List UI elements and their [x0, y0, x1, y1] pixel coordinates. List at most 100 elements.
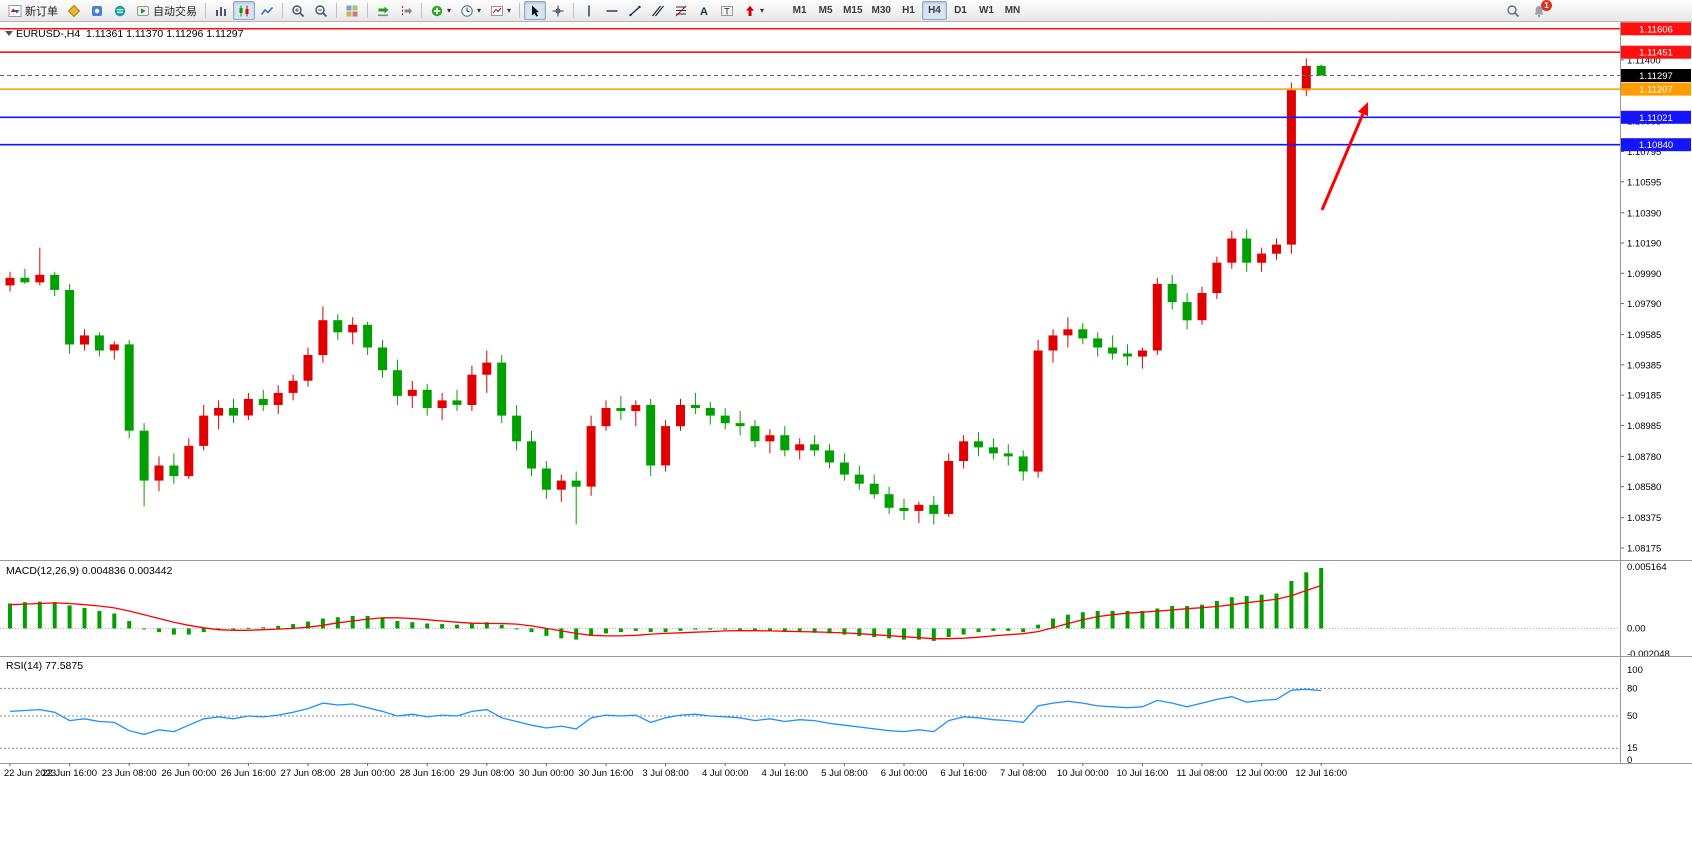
navigator-button[interactable]	[86, 1, 108, 20]
timeframe-button-m15[interactable]: M15	[839, 1, 866, 20]
fibonacci-button[interactable]	[670, 1, 692, 20]
chart-info-line: EURUSD-,H4 1.11361 1.11370 1.11296 1.112…	[16, 28, 244, 40]
auto-trading-button[interactable]: 自动交易	[132, 1, 201, 20]
timeframe-button-h4[interactable]: H4	[921, 1, 947, 20]
level-line-1.11606[interactable]: 1.11606	[0, 22, 1691, 36]
rsi-info-line: RSI(14) 77.5875	[6, 660, 84, 672]
arrows-button[interactable]: ▾	[739, 1, 768, 20]
templates-icon	[491, 5, 504, 16]
bar-chart-button[interactable]	[210, 1, 232, 20]
arrow-object-icon	[746, 5, 755, 16]
timeframe-button-mn[interactable]: MN	[1000, 1, 1025, 20]
svg-text:1.11021: 1.11021	[1639, 113, 1673, 124]
timeframe-button-m30[interactable]: M30	[868, 1, 895, 20]
toolbar-separator	[282, 3, 283, 18]
horizontal-line-button[interactable]	[601, 1, 623, 20]
candles-layer	[5, 58, 1326, 525]
svg-text:1.08175: 1.08175	[1627, 543, 1661, 554]
cursor-button[interactable]	[524, 1, 547, 20]
arrow-annotation[interactable]	[1320, 102, 1368, 211]
svg-text:1.11606: 1.11606	[1639, 24, 1673, 35]
level-line-1.11021[interactable]: 1.11021	[0, 110, 1691, 124]
market-watch-button[interactable]	[63, 1, 85, 20]
svg-text:10 Jul 16:00: 10 Jul 16:00	[1117, 768, 1169, 779]
timeframe-button-w1[interactable]: W1	[974, 1, 999, 20]
timeframe-button-m1[interactable]: M1	[787, 1, 812, 20]
line-chart-icon	[260, 6, 274, 15]
trendline-button[interactable]	[624, 1, 646, 20]
toolbar-separator	[367, 3, 368, 18]
periods-button[interactable]: ▾	[456, 1, 485, 20]
level-line-1.10840[interactable]: 1.10840	[0, 138, 1691, 152]
crosshair-button[interactable]	[547, 1, 569, 20]
search-icon	[1507, 4, 1520, 17]
crosshair-icon	[552, 5, 564, 16]
svg-text:29 Jun 08:00: 29 Jun 08:00	[459, 768, 514, 779]
templates-button[interactable]: ▾	[486, 1, 515, 20]
timeframe-button-d1[interactable]: D1	[948, 1, 973, 20]
svg-text:4 Jul 16:00: 4 Jul 16:00	[762, 768, 808, 779]
navigator-icon	[92, 5, 102, 16]
macd-signal-line	[9, 584, 1322, 640]
level-line-1.11297[interactable]: 1.11297	[0, 69, 1691, 82]
level-line-1.11451[interactable]: 1.11451	[0, 45, 1691, 59]
auto-scroll-icon	[378, 6, 389, 16]
pane-separators	[0, 22, 1692, 763]
toolbar-separator	[519, 3, 521, 18]
chevron-down-icon: ▾	[447, 5, 452, 15]
channel-button[interactable]	[647, 1, 669, 20]
svg-text:1.09585: 1.09585	[1627, 330, 1661, 341]
indicators-icon	[431, 5, 443, 16]
auto-scroll-button[interactable]	[372, 1, 394, 20]
search-button[interactable]	[1502, 1, 1524, 20]
svg-text:50: 50	[1627, 711, 1638, 722]
svg-text:4 Jul 00:00: 4 Jul 00:00	[702, 768, 748, 779]
toolbar-separator	[205, 3, 206, 18]
vertical-line-icon	[588, 5, 590, 16]
toolbar-separator	[336, 3, 337, 18]
price-axis[interactable]: 1.114001.112001.109951.107951.105951.103…	[1620, 55, 1661, 554]
text-button[interactable]: A	[693, 1, 715, 20]
svg-text:0.00: 0.00	[1627, 623, 1646, 634]
svg-text:1.11297: 1.11297	[1639, 71, 1673, 82]
svg-text:22 Jun 2023: 22 Jun 2023	[4, 768, 56, 779]
svg-text:1.09185: 1.09185	[1627, 391, 1661, 402]
new-order-button[interactable]: 新订单	[4, 1, 62, 20]
svg-text:22 Jun 16:00: 22 Jun 16:00	[42, 768, 97, 779]
candlestick-chart-icon	[239, 5, 249, 16]
svg-text:-0.002048: -0.002048	[1627, 649, 1670, 660]
chart-shift-button[interactable]	[395, 1, 417, 20]
auto-trading-icon	[137, 5, 149, 16]
svg-text:3 Jul 08:00: 3 Jul 08:00	[642, 768, 688, 779]
text-label-button[interactable]: T	[716, 1, 738, 20]
terminal-button[interactable]	[109, 1, 131, 20]
clock-icon	[461, 4, 473, 17]
terminal-icon	[114, 5, 126, 16]
svg-text:12 Jul 16:00: 12 Jul 16:00	[1295, 768, 1347, 779]
svg-text:100: 100	[1627, 665, 1643, 676]
svg-text:1.08580: 1.08580	[1627, 482, 1661, 493]
trendline-icon	[629, 5, 641, 16]
rsi-pane: 100 80 50 150	[0, 665, 1643, 766]
timeframe-button-h1[interactable]: H1	[896, 1, 921, 20]
zoom-out-button[interactable]	[310, 1, 332, 20]
svg-text:12 Jul 00:00: 12 Jul 00:00	[1236, 768, 1288, 779]
new-order-label: 新订单	[25, 5, 58, 18]
chevron-down-icon: ▾	[477, 5, 482, 15]
svg-text:1.10190: 1.10190	[1627, 239, 1661, 250]
candlestick-chart-button[interactable]	[233, 1, 255, 20]
horizontal-line-icon	[606, 9, 618, 12]
text-label-icon: T	[721, 5, 734, 16]
line-chart-button[interactable]	[256, 1, 278, 20]
svg-text:28 Jun 00:00: 28 Jun 00:00	[340, 768, 395, 779]
indicators-button[interactable]: ▾	[426, 1, 455, 20]
alerts-button[interactable]: 1	[1528, 0, 1552, 20]
one-click-trading-toggle[interactable]	[5, 31, 13, 36]
chart-canvas[interactable]: 1.114001.112001.109951.107951.105951.103…	[0, 22, 1692, 847]
timeframe-button-m5[interactable]: M5	[813, 1, 838, 20]
level-line-1.11207[interactable]: 1.11207	[0, 82, 1691, 96]
tile-windows-button[interactable]	[341, 1, 363, 20]
vertical-line-button[interactable]	[578, 1, 600, 20]
zoom-in-button[interactable]	[287, 1, 309, 20]
